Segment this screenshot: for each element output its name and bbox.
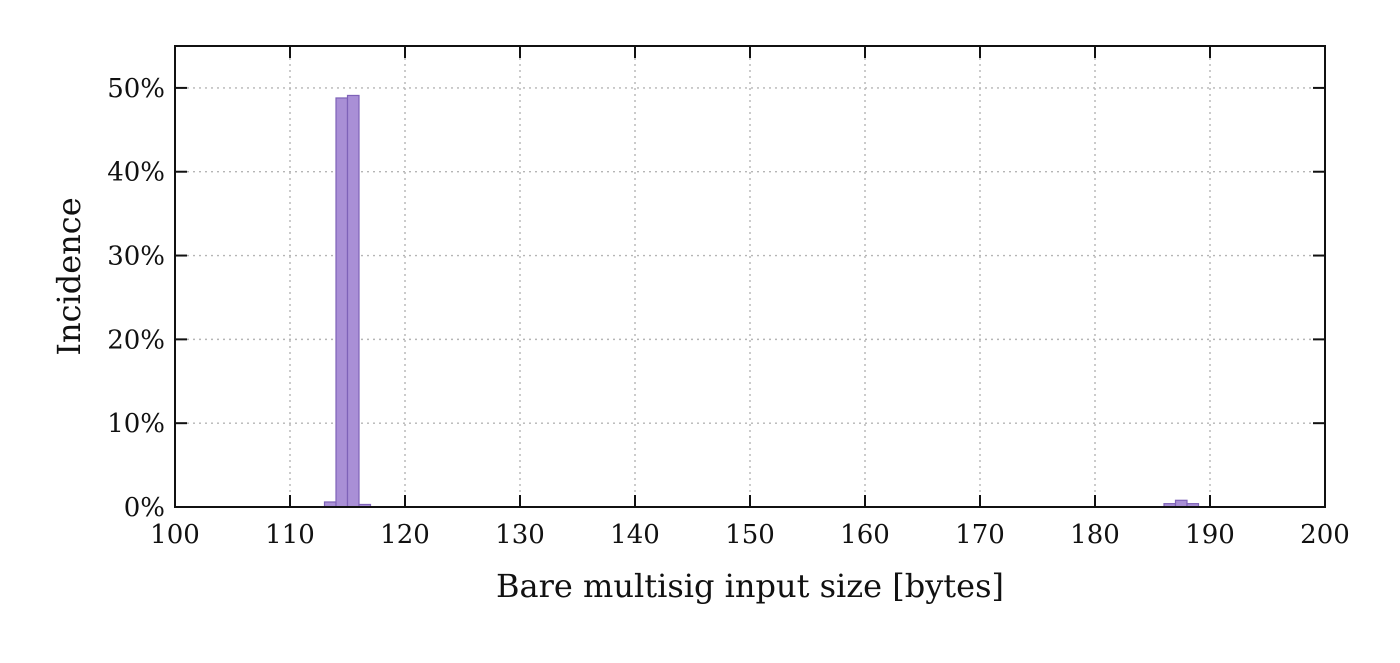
bars xyxy=(323,94,1200,508)
x-tick-label: 200 xyxy=(1300,520,1350,550)
x-tick-label: 190 xyxy=(1185,520,1235,550)
x-axis-title: Bare multisig input size [bytes] xyxy=(496,567,1004,605)
y-tick-label: 50% xyxy=(107,74,165,104)
x-tick-label: 130 xyxy=(495,520,545,550)
y-tick-label: 10% xyxy=(107,409,165,439)
y-tick-label: 40% xyxy=(107,158,165,188)
y-tick-label: 30% xyxy=(107,242,165,272)
x-tick-label: 180 xyxy=(1070,520,1120,550)
y-tick-label: 20% xyxy=(107,325,165,355)
histogram-bar xyxy=(1174,499,1188,508)
grid-lines xyxy=(175,46,1325,507)
histogram-bar xyxy=(335,97,349,508)
y-axis-title: Incidence xyxy=(50,197,88,355)
tick-marks xyxy=(174,46,1326,508)
x-tick-label: 110 xyxy=(265,520,315,550)
x-tick-label: 170 xyxy=(955,520,1005,550)
x-tick-label: 150 xyxy=(725,520,775,550)
y-tick-label: 0% xyxy=(124,493,165,523)
x-tick-labels: 100 110 120 130 140 150 160 170 180 190 200 xyxy=(150,520,1350,550)
y-tick-labels: 0% 10% 20% 30% 40% 50% xyxy=(107,74,165,523)
histogram-bar xyxy=(346,94,360,508)
x-tick-label: 140 xyxy=(610,520,660,550)
x-tick-label: 100 xyxy=(150,520,200,550)
x-tick-label: 160 xyxy=(840,520,890,550)
x-tick-label: 120 xyxy=(380,520,430,550)
